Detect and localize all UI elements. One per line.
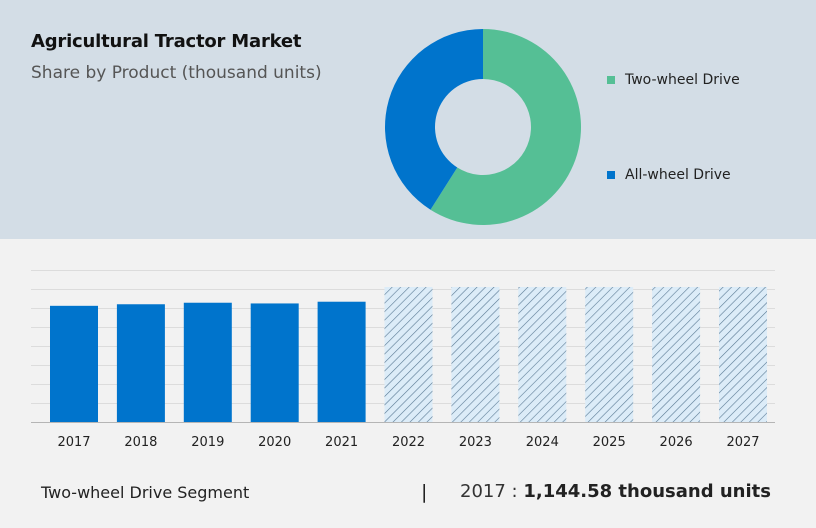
actual-bar xyxy=(183,302,232,422)
forecast-bar xyxy=(585,287,634,422)
legend-item-all-wheel: All-wheel Drive xyxy=(607,167,731,183)
actual-bar xyxy=(250,303,299,422)
forecast-bar xyxy=(451,287,500,422)
x-tick-label: 2022 xyxy=(392,435,425,450)
actual-bar xyxy=(116,304,165,422)
donut-chart xyxy=(385,29,581,225)
x-tick-label: 2021 xyxy=(325,435,358,450)
segment-value: 2017 : 1,144.58 thousand units xyxy=(460,481,771,502)
legend-label: All-wheel Drive xyxy=(625,167,731,183)
x-tick-label: 2018 xyxy=(124,435,157,450)
chart-title: Agricultural Tractor Market xyxy=(31,31,302,52)
segment-label: Two-wheel Drive Segment xyxy=(41,483,250,502)
x-tick-label: 2023 xyxy=(459,435,492,450)
colon: : xyxy=(505,481,524,502)
x-tick-label: 2020 xyxy=(258,435,291,450)
bars xyxy=(50,287,767,422)
x-axis-labels: 2017 2018 2019 2020 2021 2022 2023 2024 2025 2026… xyxy=(57,435,759,450)
legend-swatch-icon xyxy=(607,171,615,179)
forecast-bar xyxy=(652,287,701,422)
chart-subtitle: Share by Product (thousand units) xyxy=(31,63,322,83)
x-tick-label: 2024 xyxy=(526,435,559,450)
x-tick-label: 2025 xyxy=(593,435,626,450)
forecast-bar xyxy=(518,287,567,422)
legend-item-two-wheel: Two-wheel Drive xyxy=(607,72,740,88)
donut-slice-all-wheel xyxy=(385,29,483,210)
x-tick-label: 2027 xyxy=(726,435,759,450)
segment-value-amount: 1,144.58 thousand units xyxy=(523,481,771,502)
x-tick-label: 2017 xyxy=(57,435,90,450)
forecast-bar xyxy=(384,287,433,422)
segment-year: 2017 xyxy=(460,481,506,502)
legend-label: Two-wheel Drive xyxy=(625,72,740,88)
legend-swatch-icon xyxy=(607,76,615,84)
forecast-bar xyxy=(719,287,767,422)
actual-bar xyxy=(50,305,98,422)
footer-separator: | xyxy=(421,481,428,503)
x-tick-label: 2019 xyxy=(191,435,224,450)
actual-bar xyxy=(317,301,366,422)
x-tick-label: 2026 xyxy=(660,435,693,450)
summary-panel: Agricultural Tractor Market Share by Pro… xyxy=(0,0,816,239)
bar-chart: 2017 2018 2019 2020 2021 2022 2023 2024 2025 2026… xyxy=(31,270,775,450)
donut-slice-two-wheel xyxy=(430,29,581,225)
